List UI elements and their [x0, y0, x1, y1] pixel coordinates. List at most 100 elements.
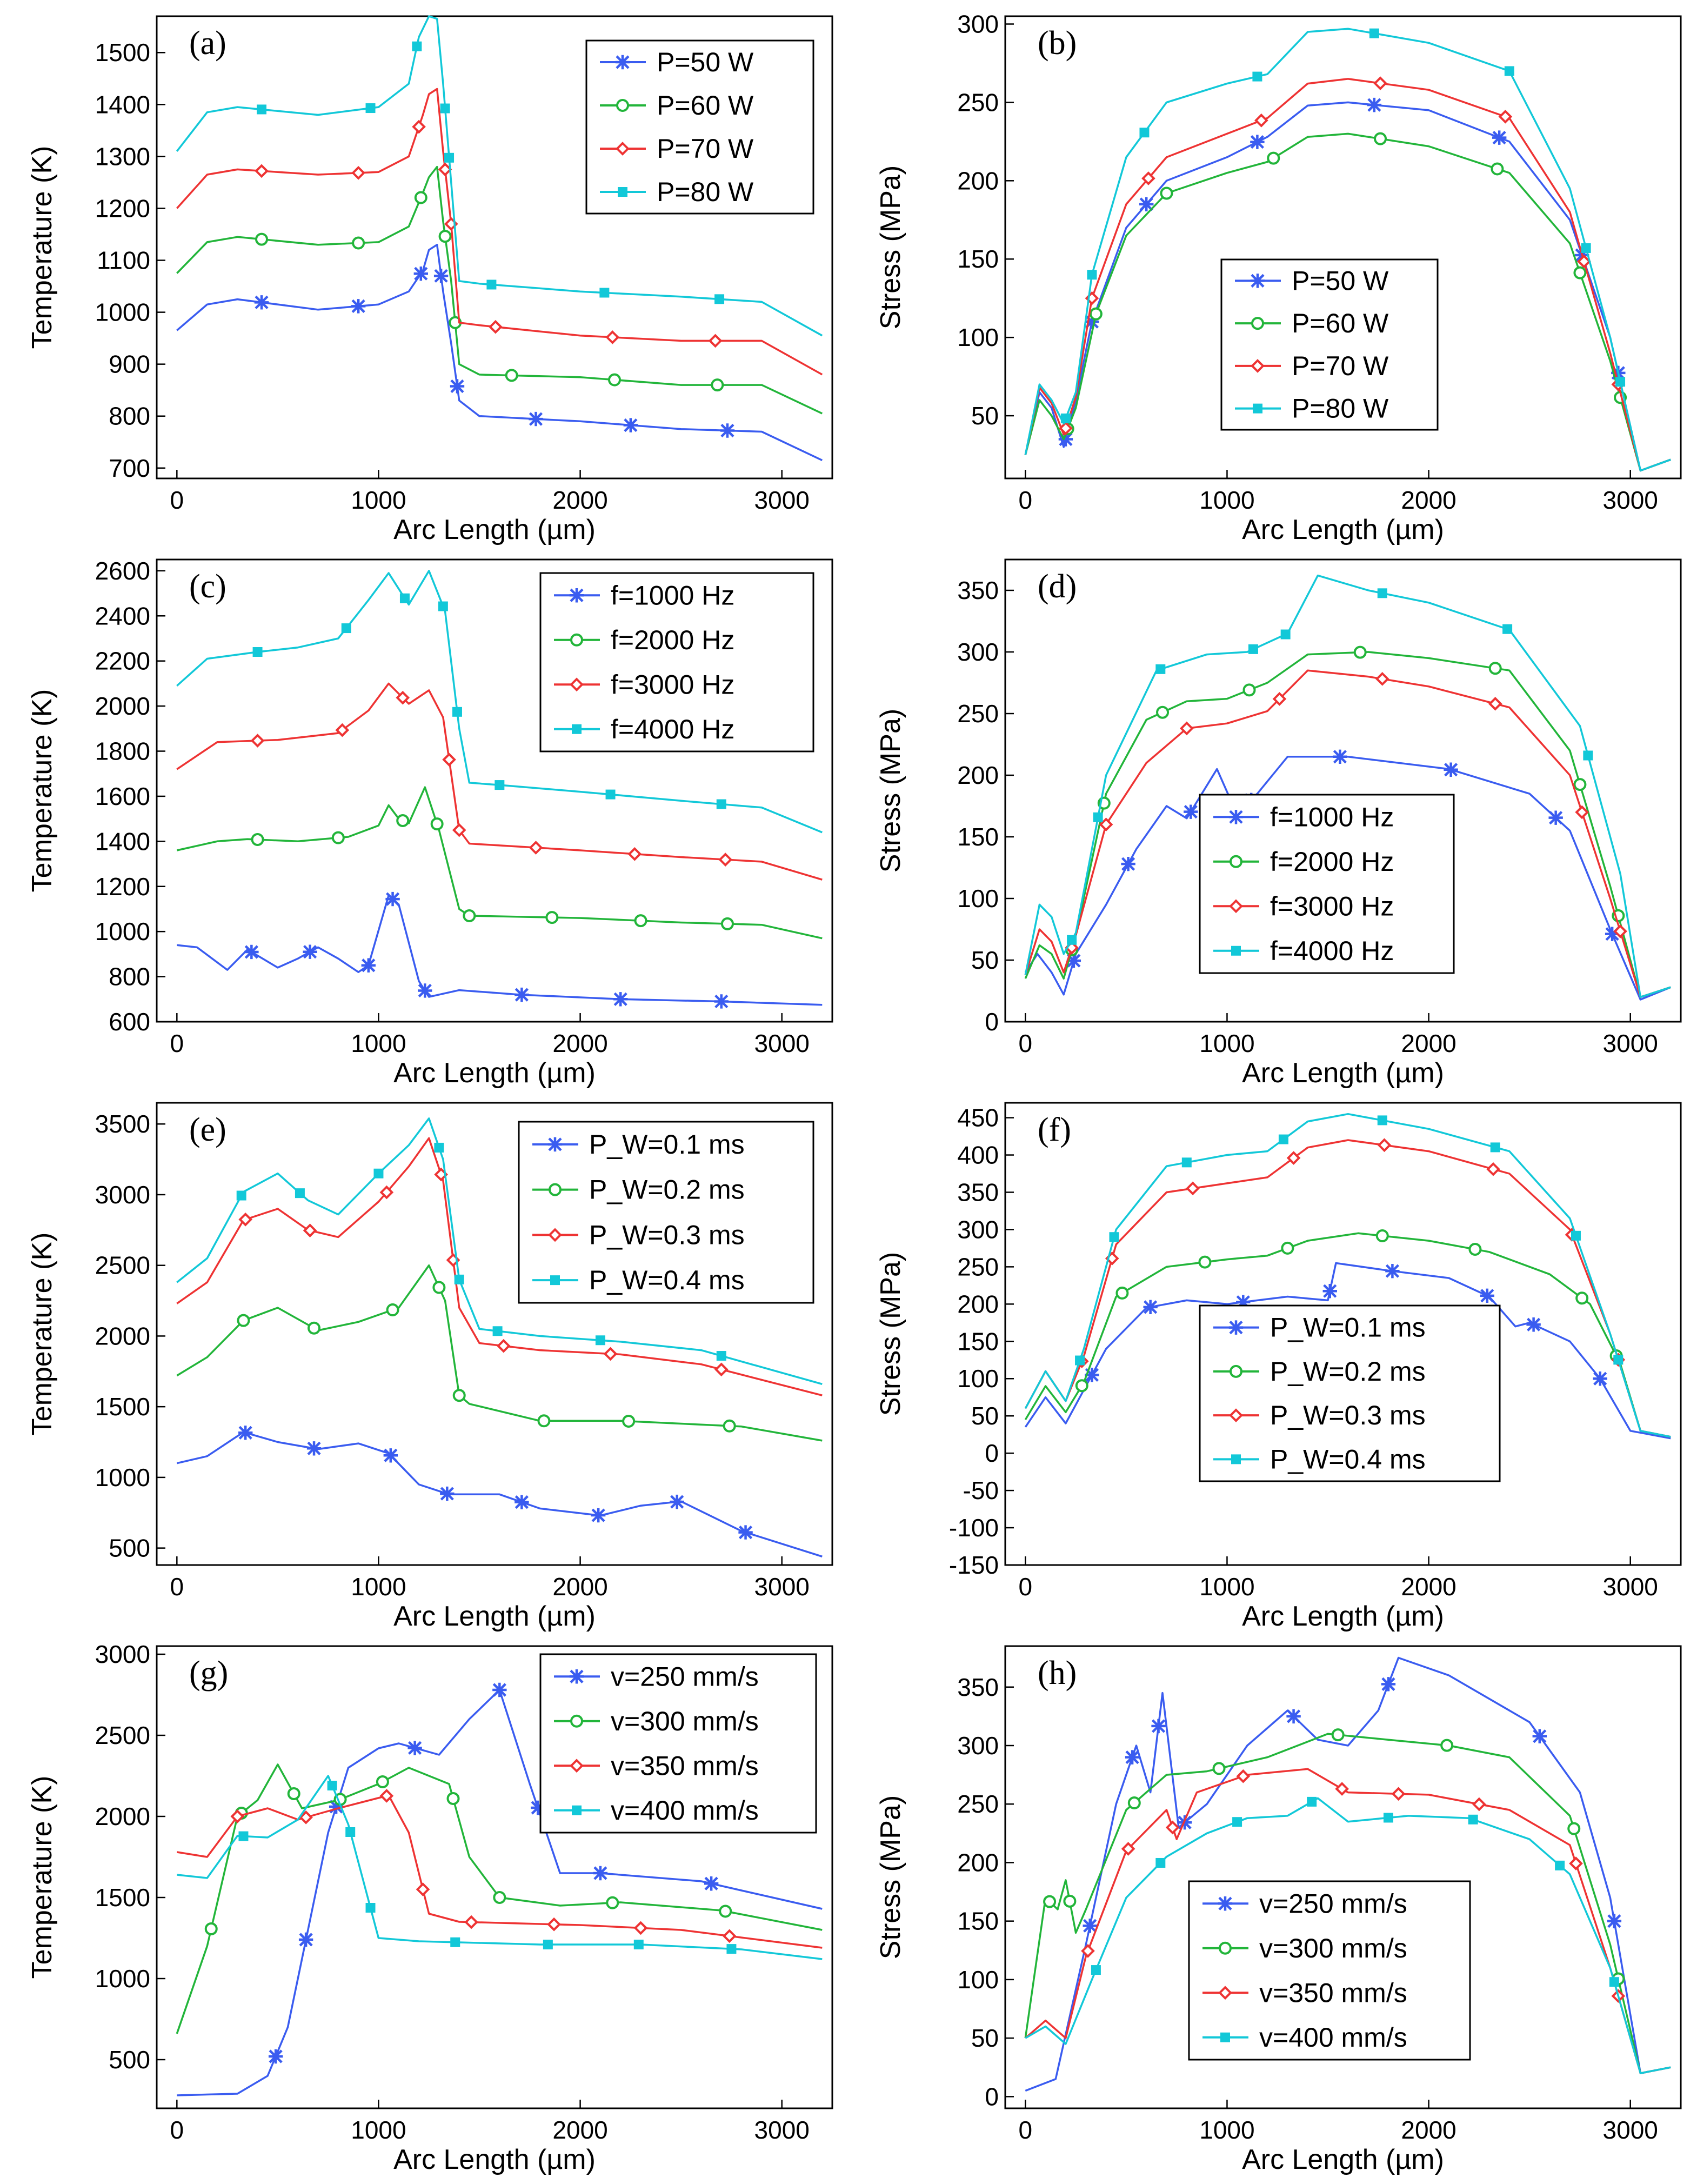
data-point-marker: [486, 279, 497, 290]
legend: v=250 mm/s v=300 mm/s v=350 mm/s v=400 mm/s: [1188, 1880, 1471, 2061]
series-line: [176, 786, 823, 940]
data-point-marker: [1504, 66, 1514, 76]
panel-label: (g): [189, 1655, 228, 1692]
data-point-marker: [1081, 1944, 1095, 1958]
panel-label: (f): [1038, 1111, 1071, 1148]
data-point-marker: [515, 1495, 529, 1509]
y-tick-label: 250: [957, 700, 999, 728]
x-axis-title: Arc Length (µm): [1242, 1057, 1444, 1089]
legend-entry: v=350 mm/s: [611, 1750, 759, 1781]
data-point-marker: [1087, 270, 1097, 280]
data-point-marker: [438, 230, 452, 243]
data-point-marker: [1569, 1856, 1583, 1870]
data-point-marker: [1059, 421, 1073, 436]
data-point-marker: [244, 944, 259, 960]
legend-box: [539, 1653, 817, 1834]
data-point-marker: [627, 847, 642, 861]
data-point-marker: [605, 789, 616, 800]
data-point-marker: [1605, 927, 1620, 941]
data-point-marker: [606, 1896, 619, 1909]
y-tick-label: 400: [957, 1141, 999, 1169]
data-point-marker: [1252, 71, 1262, 82]
data-point-marker: [623, 418, 638, 432]
legend-marker: [1228, 810, 1244, 824]
data-point-marker: [452, 1389, 466, 1402]
series-2: [176, 165, 823, 415]
chart-panel-h: 0 1000 2000 3000 0 50 100 150 200 250 300 350 Arc Le…: [875, 1645, 1682, 2175]
data-point-marker: [434, 1142, 444, 1153]
data-point-marker: [255, 164, 269, 178]
y-tick-label: 450: [957, 1104, 999, 1132]
legend-entry: f=4000 Hz: [611, 714, 734, 744]
panel-label: (b): [1038, 25, 1077, 62]
legend-entry: v=300 mm/s: [611, 1706, 759, 1736]
x-tick-label: 2000: [1401, 486, 1456, 514]
y-tick-label: 1500: [95, 1393, 150, 1421]
data-point-marker: [1272, 692, 1287, 706]
data-point-marker: [720, 917, 734, 930]
data-point-marker: [396, 690, 410, 705]
legend-marker: [1220, 2032, 1230, 2042]
legend-entry: f=4000 Hz: [1270, 936, 1394, 966]
y-tick-label: 2000: [95, 1322, 150, 1350]
legend-entry: f=3000 Hz: [1270, 891, 1394, 921]
y-tick-label: 200: [957, 761, 999, 789]
x-axis-title: Arc Length (µm): [1242, 514, 1444, 545]
y-tick-label: 200: [957, 1290, 999, 1318]
series-line: [1024, 756, 1671, 1001]
plot-frame: [1004, 1645, 1682, 2109]
data-point-marker: [1236, 1295, 1251, 1309]
legend-box: [518, 1121, 814, 1304]
data-point-marker: [545, 911, 559, 924]
legend-marker: [1230, 1364, 1242, 1378]
data-point-marker: [1093, 812, 1103, 822]
panel-label: (e): [189, 1111, 226, 1148]
x-axis-title: Arc Length (µm): [1242, 2144, 1444, 2175]
data-point-marker: [251, 833, 264, 847]
x-tick-label: 0: [170, 1573, 184, 1601]
data-point-marker: [1444, 762, 1458, 777]
y-tick-label: 300: [957, 1215, 999, 1243]
panel-label: (h): [1038, 1655, 1077, 1692]
data-point-marker: [1139, 128, 1150, 138]
plot-frame: [1004, 558, 1682, 1023]
y-tick-label: 50: [971, 2024, 999, 2052]
data-point-marker: [1242, 683, 1256, 697]
data-point-marker: [1575, 805, 1589, 820]
data-point-marker: [464, 1915, 478, 1929]
data-point-marker: [1089, 307, 1103, 321]
data-point-marker: [1067, 935, 1077, 945]
y-tick-label: 800: [109, 963, 150, 991]
legend-entry: f=1000 Hz: [611, 580, 734, 610]
data-point-marker: [1555, 1860, 1565, 1870]
legend-box: [1199, 794, 1455, 974]
x-tick-label: 3000: [1603, 2116, 1658, 2144]
data-point-marker: [493, 1891, 506, 1904]
data-point-marker: [1141, 171, 1155, 185]
x-tick-label: 0: [1019, 486, 1033, 514]
x-tick-label: 0: [1019, 1573, 1033, 1601]
data-point-marker: [450, 1937, 460, 1947]
data-point-marker: [1383, 1813, 1393, 1823]
y-tick-label: 2500: [95, 1721, 150, 1749]
data-point-marker: [1212, 1762, 1226, 1775]
data-point-marker: [605, 330, 620, 344]
data-point-marker: [1198, 1255, 1212, 1269]
legend-marker: [570, 1759, 584, 1773]
y-tick-label: 300: [957, 1732, 999, 1760]
legend-marker: [618, 187, 627, 197]
data-point-marker: [237, 1314, 250, 1327]
data-point-marker: [1066, 953, 1081, 968]
data-point-marker: [1491, 162, 1504, 176]
x-tick-label: 2000: [552, 2116, 607, 2144]
data-point-marker: [295, 1188, 305, 1198]
y-tick-label: 1000: [95, 917, 150, 945]
y-tick-label: 1400: [95, 827, 150, 855]
x-tick-label: 1000: [1199, 2116, 1254, 2144]
data-point-marker: [1488, 696, 1502, 711]
data-point-marker: [1250, 135, 1265, 149]
data-point-marker: [1613, 1355, 1623, 1365]
x-tick-label: 1000: [351, 1573, 406, 1601]
data-point-marker: [1254, 113, 1268, 128]
y-axis-title: Temperature (K): [26, 1776, 58, 1979]
